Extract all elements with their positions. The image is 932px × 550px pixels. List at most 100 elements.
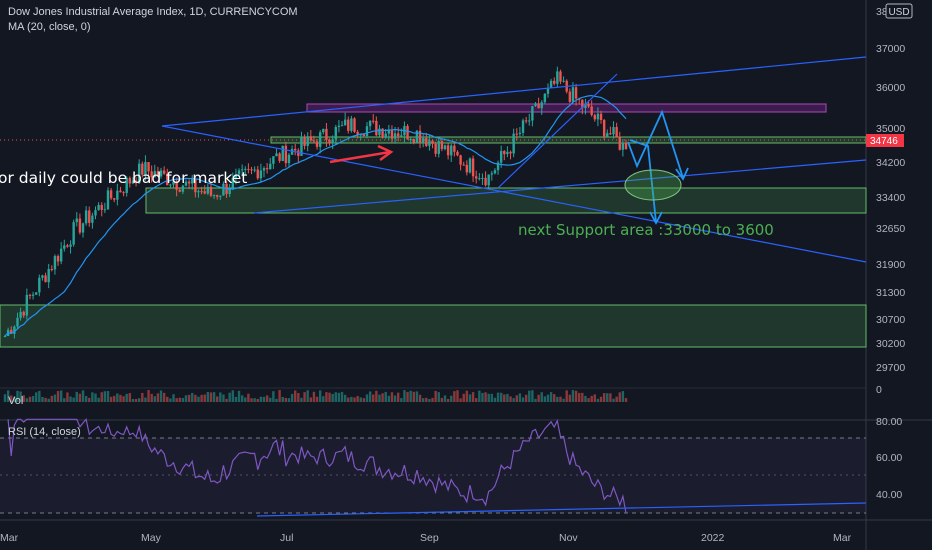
volume-bar (244, 397, 247, 402)
volume-bar (22, 395, 25, 402)
support-zone-lower[interactable] (0, 304, 867, 348)
volume-bar (103, 391, 107, 402)
price-tick: 32650 (876, 223, 905, 235)
candle-body (315, 141, 319, 147)
candle-body (222, 183, 225, 196)
volume-label[interactable]: Vol (8, 395, 23, 407)
candle-body (524, 120, 528, 122)
volume-bar (459, 398, 462, 402)
volume-bar (350, 396, 353, 402)
rsi-trendline[interactable] (256, 502, 867, 517)
candle-body (393, 133, 397, 139)
volume-bar (568, 394, 572, 402)
candle-body (518, 132, 522, 134)
candle-body (250, 169, 253, 171)
support-annotation[interactable]: next Support area :33000 to 3600 (518, 221, 774, 239)
rsi-label[interactable]: RSI (14, close) (8, 426, 81, 438)
volume-bar (440, 397, 444, 402)
volume-bar (562, 398, 565, 402)
candle-body (375, 120, 378, 136)
bullish-arrow[interactable] (329, 144, 394, 164)
volume-bar (347, 397, 350, 402)
volume-bar (462, 393, 465, 402)
candle-body (187, 181, 191, 184)
volume-bar (278, 390, 281, 402)
volume-bar (378, 394, 381, 402)
price-tick: 36000 (876, 82, 905, 94)
price-tick: 35000 (876, 123, 905, 135)
candle-body (584, 103, 587, 108)
candle-body (150, 171, 153, 178)
volume-bar (162, 392, 166, 402)
candle-body (137, 163, 141, 184)
price-tick: 30700 (876, 314, 905, 326)
volume-bar (431, 397, 434, 402)
candle-body (109, 190, 113, 199)
volume-bar (131, 398, 135, 402)
target-ellipse[interactable] (624, 169, 682, 201)
volume-bar (275, 398, 278, 402)
candle-body (365, 126, 369, 136)
candle-body (284, 145, 288, 164)
volume-bar (574, 390, 578, 402)
candle-body (372, 120, 375, 122)
candle-body (415, 130, 419, 143)
upper-channel-line[interactable] (161, 56, 867, 127)
candle-body (390, 129, 394, 139)
volume-bar (290, 393, 294, 402)
price-axis[interactable]: 38 USD 37000 36000 35000 34200 33400 326… (866, 3, 913, 396)
candle-body (425, 138, 428, 146)
candle-body (122, 192, 125, 194)
candle-body (275, 153, 278, 157)
trendlines[interactable] (161, 56, 867, 517)
candle-body (100, 204, 103, 210)
volume-bar (615, 396, 618, 402)
candle-body (434, 143, 437, 154)
price-tick-top: 38 (876, 6, 888, 18)
volume-bar (624, 398, 628, 402)
candle-body (493, 170, 497, 174)
rising-trendline[interactable] (497, 73, 618, 189)
middle-trendline[interactable] (253, 159, 867, 214)
volume-bar (44, 397, 47, 402)
last-price-badge (866, 134, 904, 147)
candle-body (10, 329, 13, 334)
candle-body (75, 218, 78, 223)
volume-bar (599, 396, 603, 402)
candle-body (459, 155, 462, 165)
lower-channel-line[interactable] (161, 125, 867, 263)
volume-bar (69, 396, 72, 402)
left-annotation[interactable]: or daily could be bad for market (0, 169, 247, 187)
volume-bar (203, 394, 206, 402)
ma-indicator-label[interactable]: MA (20, close, 0) (8, 21, 91, 33)
volume-bar (303, 392, 306, 402)
volume-bar (421, 398, 425, 402)
price-tick: 37000 (876, 43, 905, 55)
currency-badge[interactable] (885, 3, 913, 19)
candle-body (615, 127, 618, 137)
candle-body (368, 120, 372, 127)
volume-bar (38, 390, 41, 402)
volume-bar (81, 390, 85, 402)
volume-bar (602, 393, 606, 402)
candle-body (443, 145, 447, 150)
rsi-tick: 80.00 (876, 416, 902, 428)
candle-body (59, 248, 63, 262)
volume-bar (368, 391, 372, 402)
volume-bar (481, 392, 484, 402)
candle-body (406, 125, 409, 140)
time-axis[interactable]: Mar May Jul Sep Nov 2022 Mar (0, 532, 852, 544)
candle-body (16, 317, 19, 327)
volume-bar (621, 391, 625, 402)
volume-bar (228, 392, 231, 402)
rsi-axis[interactable]: 80.00 60.00 40.00 (876, 416, 902, 501)
volume-bar (487, 393, 490, 402)
volume-bar (10, 395, 13, 402)
projected-path[interactable] (627, 109, 689, 225)
candle-body (209, 186, 213, 196)
volume-bar (540, 392, 543, 402)
candle-body (418, 130, 422, 143)
volume-bar (565, 390, 568, 402)
volume-bar (294, 390, 297, 402)
